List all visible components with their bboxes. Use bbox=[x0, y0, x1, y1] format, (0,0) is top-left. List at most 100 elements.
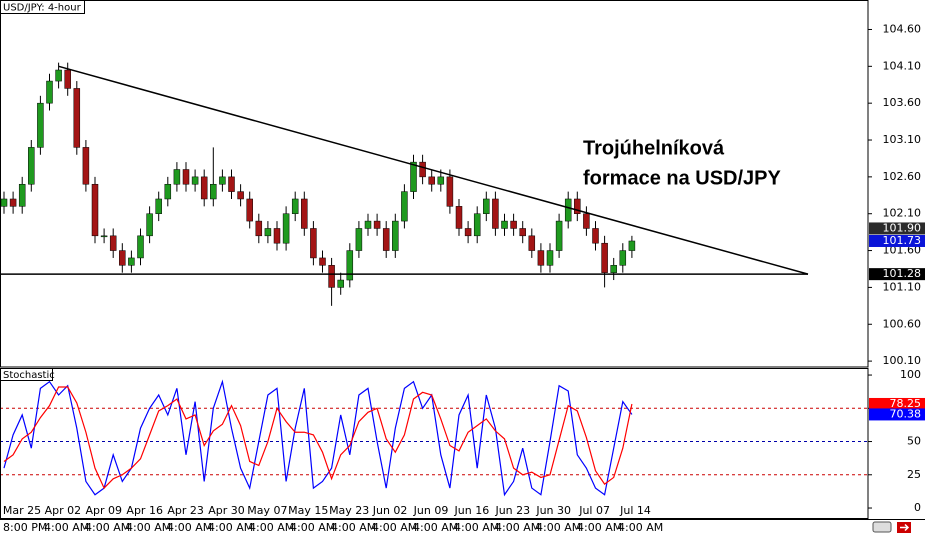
candle-body bbox=[119, 250, 126, 266]
y-tick-label: 0 bbox=[914, 501, 921, 514]
candle-body bbox=[528, 235, 536, 251]
price-marker-box bbox=[869, 222, 925, 235]
price-marker-label: 78.25 bbox=[890, 397, 922, 410]
title-box bbox=[0, 0, 85, 14]
y-tick-label: 25 bbox=[907, 468, 921, 481]
y-tick-label: 103.10 bbox=[883, 133, 922, 146]
candle-body bbox=[73, 88, 81, 148]
candle-body bbox=[437, 176, 445, 185]
time-label: 4:00 AM bbox=[85, 521, 130, 534]
candle-body bbox=[37, 102, 44, 148]
price-marker-label: 101.90 bbox=[883, 221, 922, 234]
candle-body bbox=[601, 242, 608, 273]
candle-body bbox=[0, 198, 8, 207]
price-marker-label: 70.38 bbox=[890, 407, 922, 420]
candle-body bbox=[373, 220, 381, 229]
candle-body bbox=[346, 250, 354, 281]
stochastic-line bbox=[3, 386, 633, 490]
plot-layer: Mar 25 Apr 02 Apr 09 Apr 16 Apr 23 Apr 30 May … bbox=[0, 22, 925, 534]
price-marker-label: 101.28 bbox=[883, 267, 922, 280]
scroll-icon[interactable] bbox=[872, 521, 892, 533]
x-tick-label: Jun 23 bbox=[494, 504, 530, 517]
candle-body bbox=[455, 206, 463, 229]
candle-body bbox=[210, 183, 217, 200]
candle-body bbox=[483, 198, 490, 214]
candle-body bbox=[137, 235, 144, 259]
candle-body bbox=[319, 257, 326, 266]
price-marker-label: 101.73 bbox=[883, 234, 922, 247]
y-tick-label: 100.10 bbox=[883, 354, 922, 367]
candle-body bbox=[291, 198, 299, 214]
candle-body bbox=[382, 228, 390, 251]
price-marker-box bbox=[869, 268, 925, 281]
candle-body bbox=[9, 198, 17, 207]
candle-body bbox=[610, 265, 617, 273]
candle-body bbox=[564, 198, 572, 222]
candle-body bbox=[128, 257, 135, 266]
price-marker-box bbox=[869, 234, 925, 247]
close-arrow bbox=[900, 523, 910, 532]
candle-body bbox=[410, 161, 417, 192]
time-label: 4:00 AM bbox=[249, 521, 294, 534]
candle-body bbox=[64, 69, 71, 89]
x-tick-label: May 15 bbox=[288, 504, 328, 517]
x-tick-label: Jul 14 bbox=[619, 504, 651, 517]
candle-body bbox=[355, 228, 363, 251]
candle-body bbox=[392, 220, 399, 251]
y-tick-label: 103.60 bbox=[883, 96, 922, 109]
candle-body bbox=[282, 213, 290, 244]
candle-body bbox=[191, 176, 199, 185]
candle-body bbox=[501, 220, 508, 229]
y-tick-label: 100.60 bbox=[883, 317, 922, 330]
candle-body bbox=[555, 220, 563, 251]
candle-body bbox=[401, 191, 408, 222]
candle-body bbox=[510, 220, 517, 229]
candle-body bbox=[146, 213, 153, 237]
y-tick-label: 102.60 bbox=[883, 170, 922, 183]
x-tick-label: Apr 30 bbox=[208, 504, 245, 517]
y-tick-label: 50 bbox=[907, 435, 921, 448]
candle-body bbox=[155, 198, 162, 214]
candle-body bbox=[273, 228, 281, 244]
x-tick-label: Jun 16 bbox=[454, 504, 490, 517]
time-label: 4:00 AM bbox=[44, 521, 89, 534]
candle-body bbox=[446, 176, 454, 207]
toolbar-icons bbox=[872, 521, 911, 533]
candle-body bbox=[182, 169, 190, 185]
candle-body bbox=[492, 198, 499, 229]
time-label: 4:00 AM bbox=[126, 521, 171, 534]
candle-body bbox=[328, 265, 335, 288]
candle-body bbox=[619, 250, 627, 266]
candle-body bbox=[55, 69, 62, 82]
candle-body bbox=[28, 147, 35, 185]
time-label: 4:00 AM bbox=[167, 521, 212, 534]
candle-body bbox=[237, 191, 244, 200]
candle-body bbox=[310, 228, 317, 259]
x-tick-label: Jun 09 bbox=[413, 504, 449, 517]
candle-body bbox=[419, 161, 426, 178]
candle-body bbox=[464, 228, 472, 237]
candle-body bbox=[592, 228, 599, 244]
x-tick-label: Apr 02 bbox=[45, 504, 82, 517]
annotation: formace na USD/JPY bbox=[583, 167, 782, 189]
y-tick-label: 100 bbox=[900, 368, 921, 381]
stochastic-title: Stochastic bbox=[3, 370, 55, 381]
candle-body bbox=[583, 213, 590, 229]
candle-body bbox=[173, 169, 181, 185]
candle-body bbox=[100, 235, 108, 238]
candle-body bbox=[537, 250, 545, 266]
time-label: 4:00 AM bbox=[208, 521, 253, 534]
x-tick-label: Mar 25 bbox=[3, 504, 41, 517]
stochastic-line bbox=[3, 379, 633, 497]
time-label: 4:00 AM bbox=[495, 521, 540, 534]
x-tick-label: May 07 bbox=[247, 504, 287, 517]
time-label: 4:00 AM bbox=[372, 521, 417, 534]
candle-body bbox=[473, 213, 481, 237]
time-label: 4:00 AM bbox=[290, 521, 335, 534]
candle-body bbox=[264, 228, 272, 237]
y-tick-label: 104.60 bbox=[883, 22, 922, 35]
candle-body bbox=[219, 176, 226, 185]
trendline bbox=[58, 65, 809, 275]
x-tick-label: Jun 02 bbox=[372, 504, 408, 517]
